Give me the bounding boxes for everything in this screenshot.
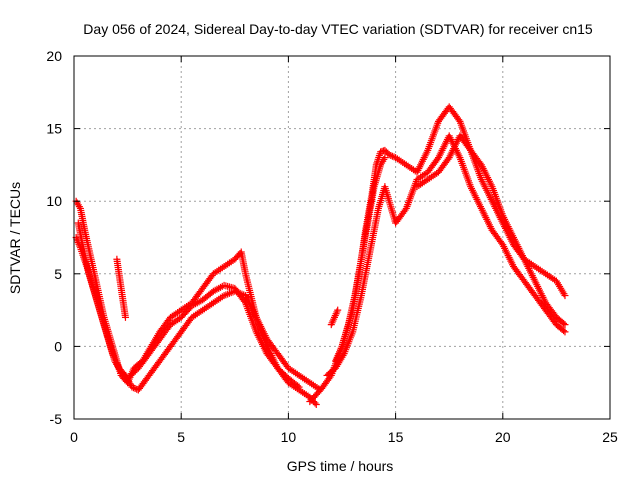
series-track-g [332, 154, 389, 365]
data-point [388, 152, 396, 160]
y-tick-label: -5 [50, 411, 63, 427]
data-point [312, 400, 320, 408]
y-tick-label: 20 [46, 48, 62, 64]
data-point [381, 154, 389, 162]
plot-frame [73, 55, 611, 420]
axis-ticks: 0 5 10 15 20 25 -5 0 5 10 15 20 [46, 48, 618, 445]
x-tick-label: 15 [388, 429, 404, 445]
y-tick-label: 10 [46, 193, 62, 209]
chart-title: Day 056 of 2024, Sidereal Day-to-day VTE… [83, 21, 593, 37]
data-point [560, 319, 568, 327]
y-tick-label: 15 [46, 121, 62, 137]
y-tick-label: 0 [54, 338, 62, 354]
series-track-e [323, 132, 569, 379]
y-tick-label: 5 [54, 266, 62, 282]
x-tick-label: 20 [495, 429, 511, 445]
data-point [455, 116, 463, 124]
series-track-f [413, 132, 569, 329]
data-point [295, 383, 303, 391]
x-tick-label: 5 [177, 429, 185, 445]
y-axis-label: SDTVAR / TECUs [7, 182, 23, 294]
data-point [294, 382, 302, 390]
x-axis-label: GPS time / hours [287, 458, 394, 474]
x-tick-label: 0 [70, 429, 78, 445]
x-tick-label: 10 [281, 429, 297, 445]
data-point [128, 383, 136, 391]
data-point [561, 321, 569, 329]
data-point [387, 151, 395, 159]
data-point [334, 306, 342, 314]
series-track-c [74, 219, 303, 391]
x-tick-label: 25 [602, 429, 618, 445]
data-point [129, 384, 137, 392]
data-point [311, 399, 319, 407]
series-track-h [113, 255, 129, 321]
data-series [72, 103, 569, 408]
data-point [385, 151, 393, 159]
data-point [240, 297, 248, 305]
data-point [121, 313, 129, 321]
data-point [560, 327, 568, 335]
series-track-i [327, 306, 342, 329]
data-point [561, 292, 569, 300]
data-point [401, 206, 409, 214]
data-point [561, 328, 569, 336]
